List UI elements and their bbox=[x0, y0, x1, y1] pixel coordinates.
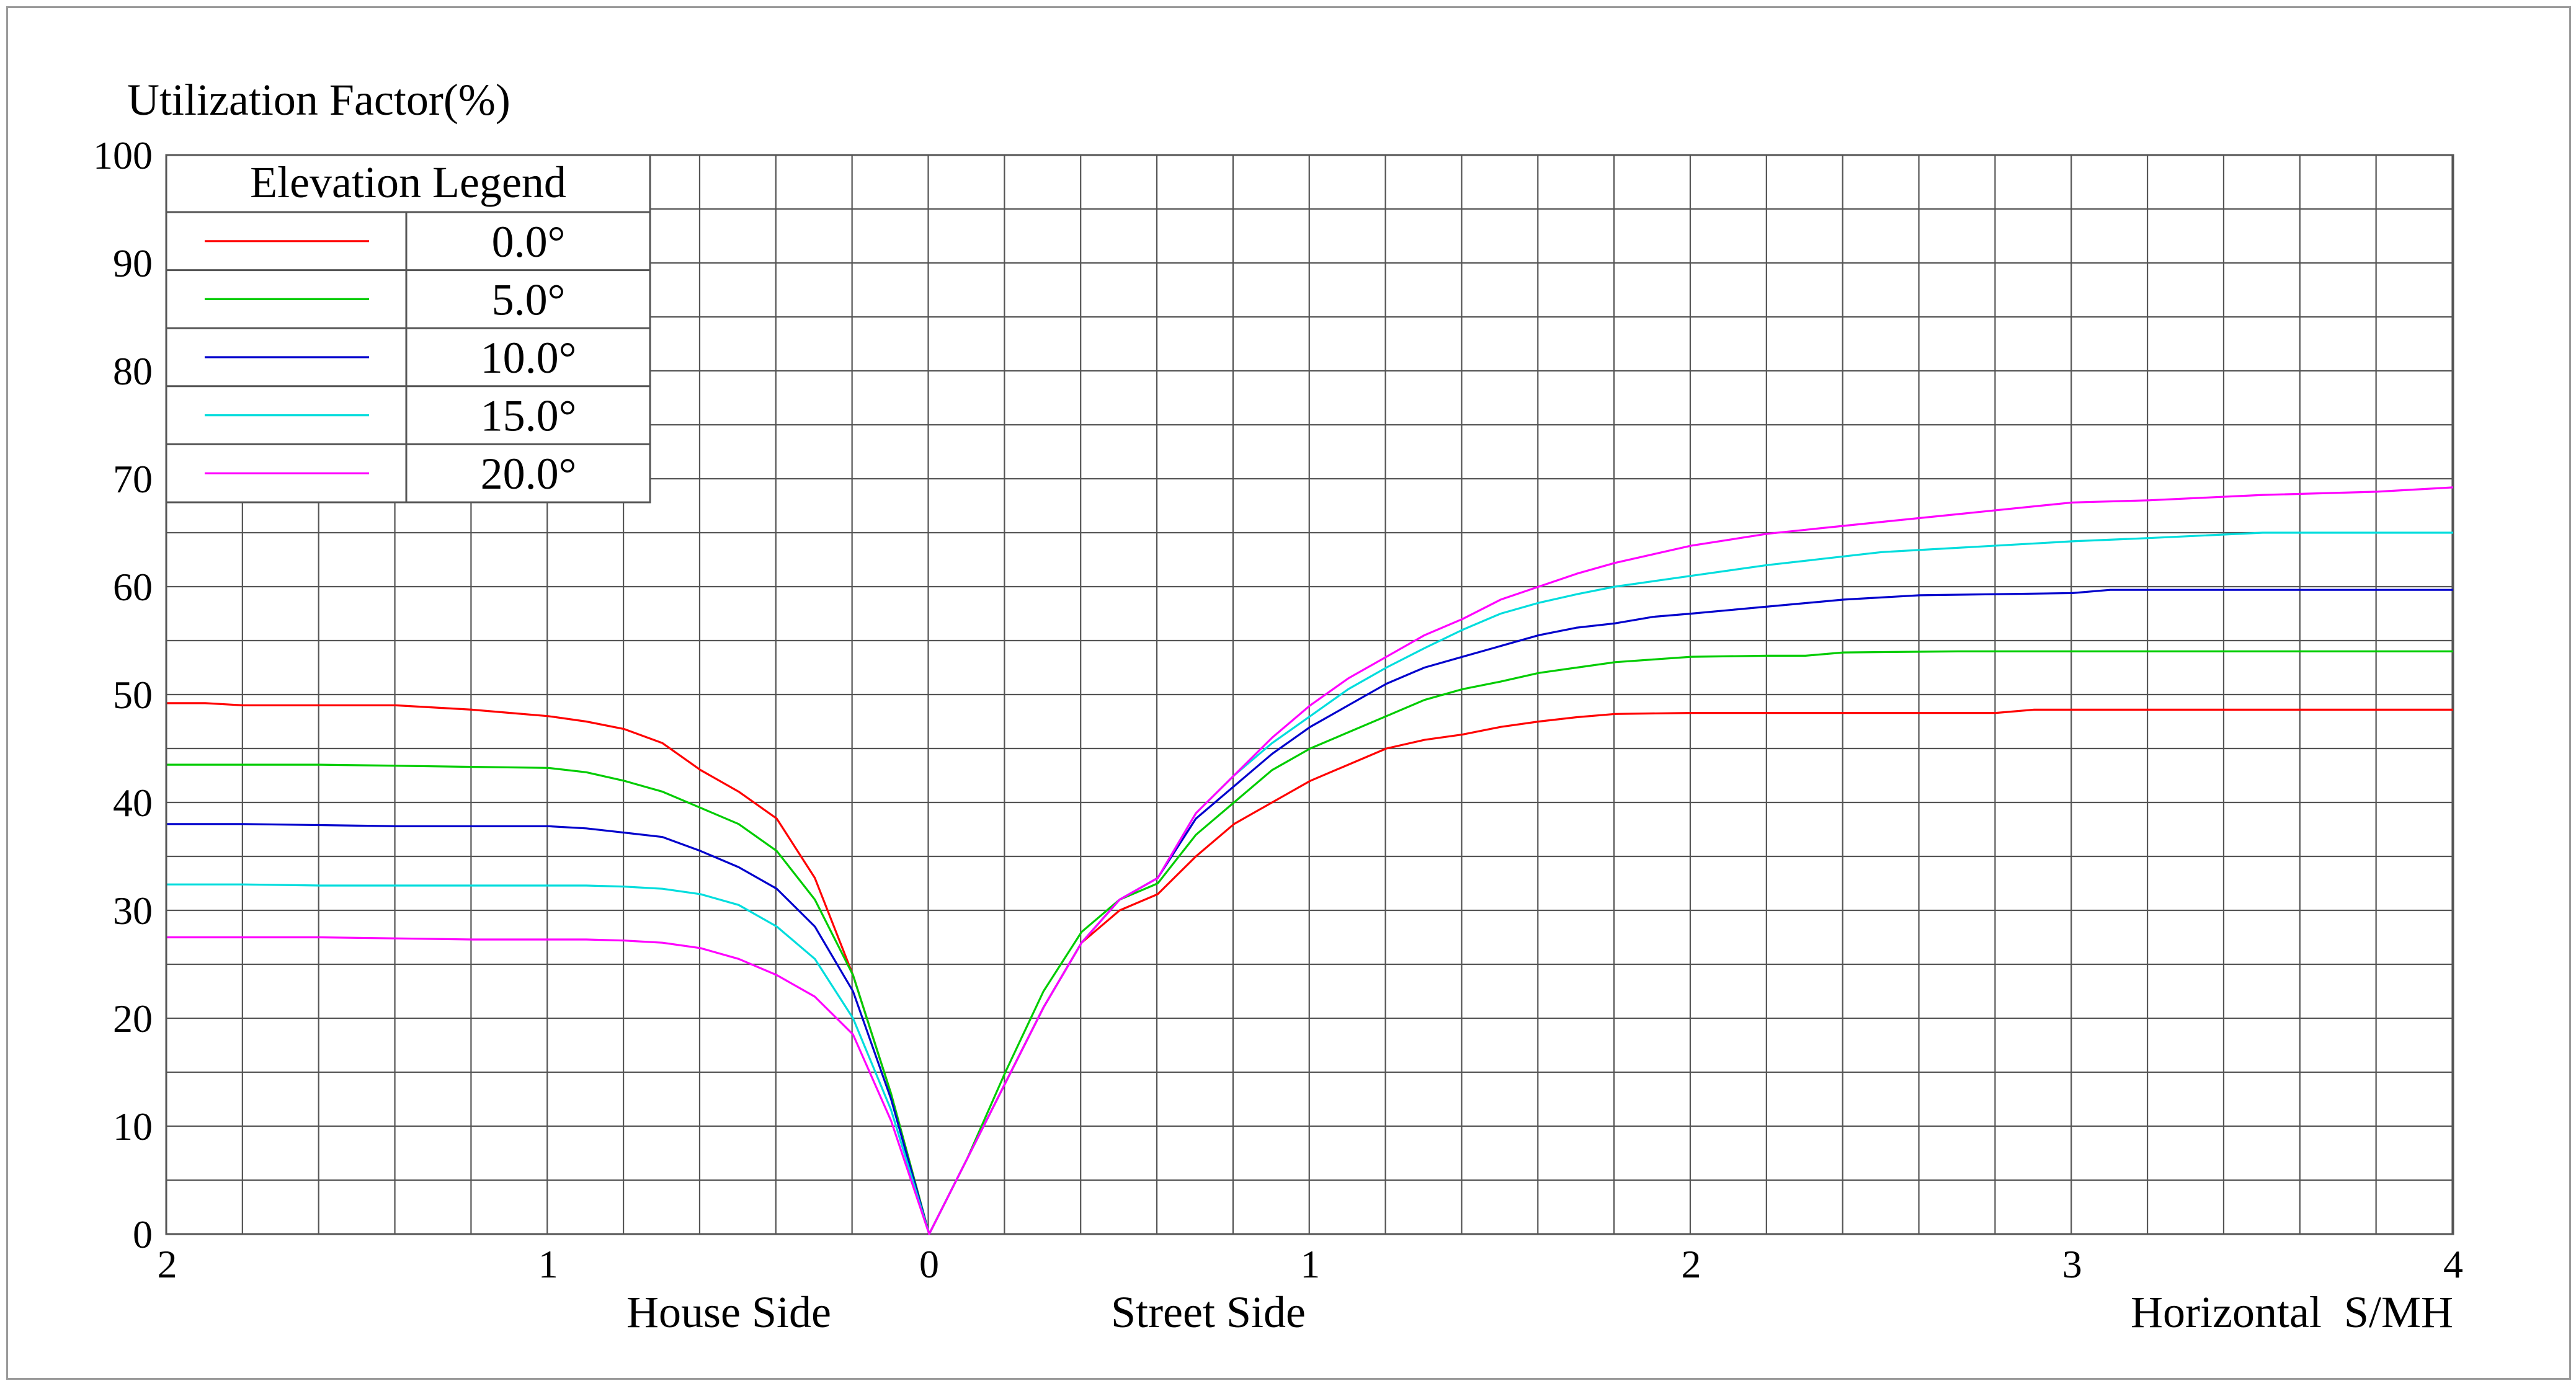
series-line-0 bbox=[167, 702, 2453, 1235]
legend-entry-label: 15.0° bbox=[481, 391, 577, 441]
x-right-tick-label: 1 bbox=[1300, 1242, 1320, 1286]
series-line-1 bbox=[167, 650, 2453, 1235]
y-tick-label: 100 bbox=[93, 133, 153, 177]
y-axis-label: Utilization Factor(%) bbox=[127, 75, 510, 125]
legend-entry-label: 20.0° bbox=[481, 449, 577, 499]
legend-entry-label: 0.0° bbox=[492, 217, 566, 267]
legend-entry-label: 10.0° bbox=[481, 333, 577, 383]
series-line-2 bbox=[167, 589, 2453, 1235]
x-left-tick-label: 2 bbox=[158, 1242, 177, 1286]
chart-frame bbox=[6, 6, 2571, 1380]
street-side-label: Street Side bbox=[1111, 1287, 1306, 1337]
legend: Elevation Legend 0.0° 5.0° 10.0° 15.0° 20.0° bbox=[165, 154, 651, 504]
y-tick-label: 80 bbox=[113, 349, 153, 393]
y-tick-label: 40 bbox=[113, 781, 153, 825]
series-line-3 bbox=[167, 531, 2453, 1235]
x-right-tick-label: 0 bbox=[919, 1242, 939, 1286]
y-tick-label: 30 bbox=[113, 889, 153, 933]
y-tick-label: 70 bbox=[113, 457, 153, 501]
x-right-tick-label: 4 bbox=[2443, 1242, 2463, 1286]
y-tick-label: 60 bbox=[113, 565, 153, 609]
y-tick-label: 20 bbox=[113, 997, 153, 1041]
x-right-tick-label: 2 bbox=[1682, 1242, 1701, 1286]
x-left-tick-label: 1 bbox=[538, 1242, 558, 1286]
house-side-label: House Side bbox=[626, 1287, 831, 1337]
series-line-4 bbox=[167, 486, 2454, 1235]
y-tick-label: 10 bbox=[113, 1104, 153, 1148]
plot-border bbox=[165, 154, 2454, 1235]
legend-title: Elevation Legend bbox=[250, 158, 566, 207]
legend-entry-label: 5.0° bbox=[492, 275, 566, 324]
y-tick-label: 50 bbox=[113, 673, 153, 717]
y-tick-label: 90 bbox=[113, 241, 153, 285]
horizontal-axis-label: Horizontal S/MH bbox=[2131, 1287, 2453, 1337]
series-layer bbox=[167, 486, 2454, 1235]
y-tick-label: 0 bbox=[133, 1212, 153, 1256]
x-right-tick-label: 3 bbox=[2062, 1242, 2082, 1286]
